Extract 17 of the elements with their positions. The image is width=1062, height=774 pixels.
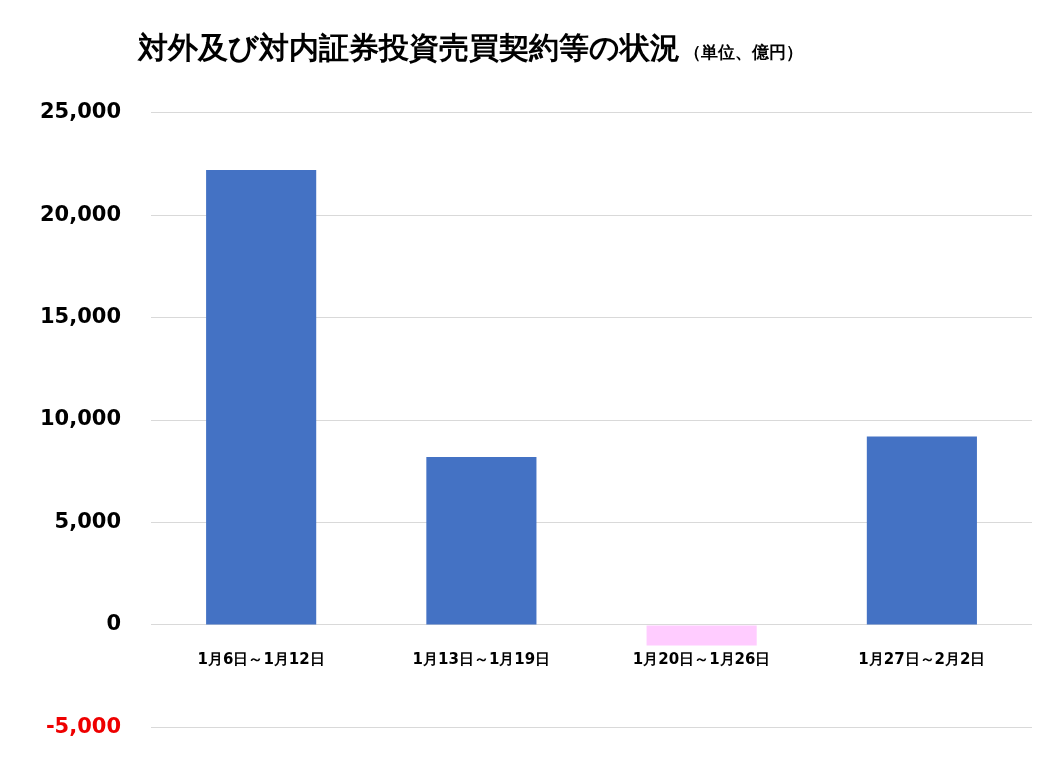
y-tick-label: 0 (106, 611, 122, 636)
y-tick-label: 10,000 (39, 406, 122, 431)
bar (646, 625, 757, 646)
x-tick-label: 1月20日～1月26日 (632, 649, 771, 668)
bar (426, 456, 537, 625)
x-tick-label: 1月13日～1月19日 (412, 649, 551, 668)
y-tick-label: -5,000 (45, 713, 122, 738)
x-tick-label: 1月6日～1月12日 (197, 649, 325, 668)
bar (866, 436, 977, 625)
bar (206, 169, 317, 625)
x-tick-label: 1月27日～2月2日 (858, 649, 986, 668)
y-tick-label: 5,000 (54, 508, 122, 533)
chart-title: 対外及び対内証券投資売買契約等の状況 (138, 30, 680, 65)
y-tick-label: 20,000 (39, 201, 122, 226)
chart-subtitle: （単位、億円） (684, 42, 803, 62)
y-tick-label: 15,000 (39, 303, 122, 328)
y-tick-label: 25,000 (39, 99, 122, 124)
